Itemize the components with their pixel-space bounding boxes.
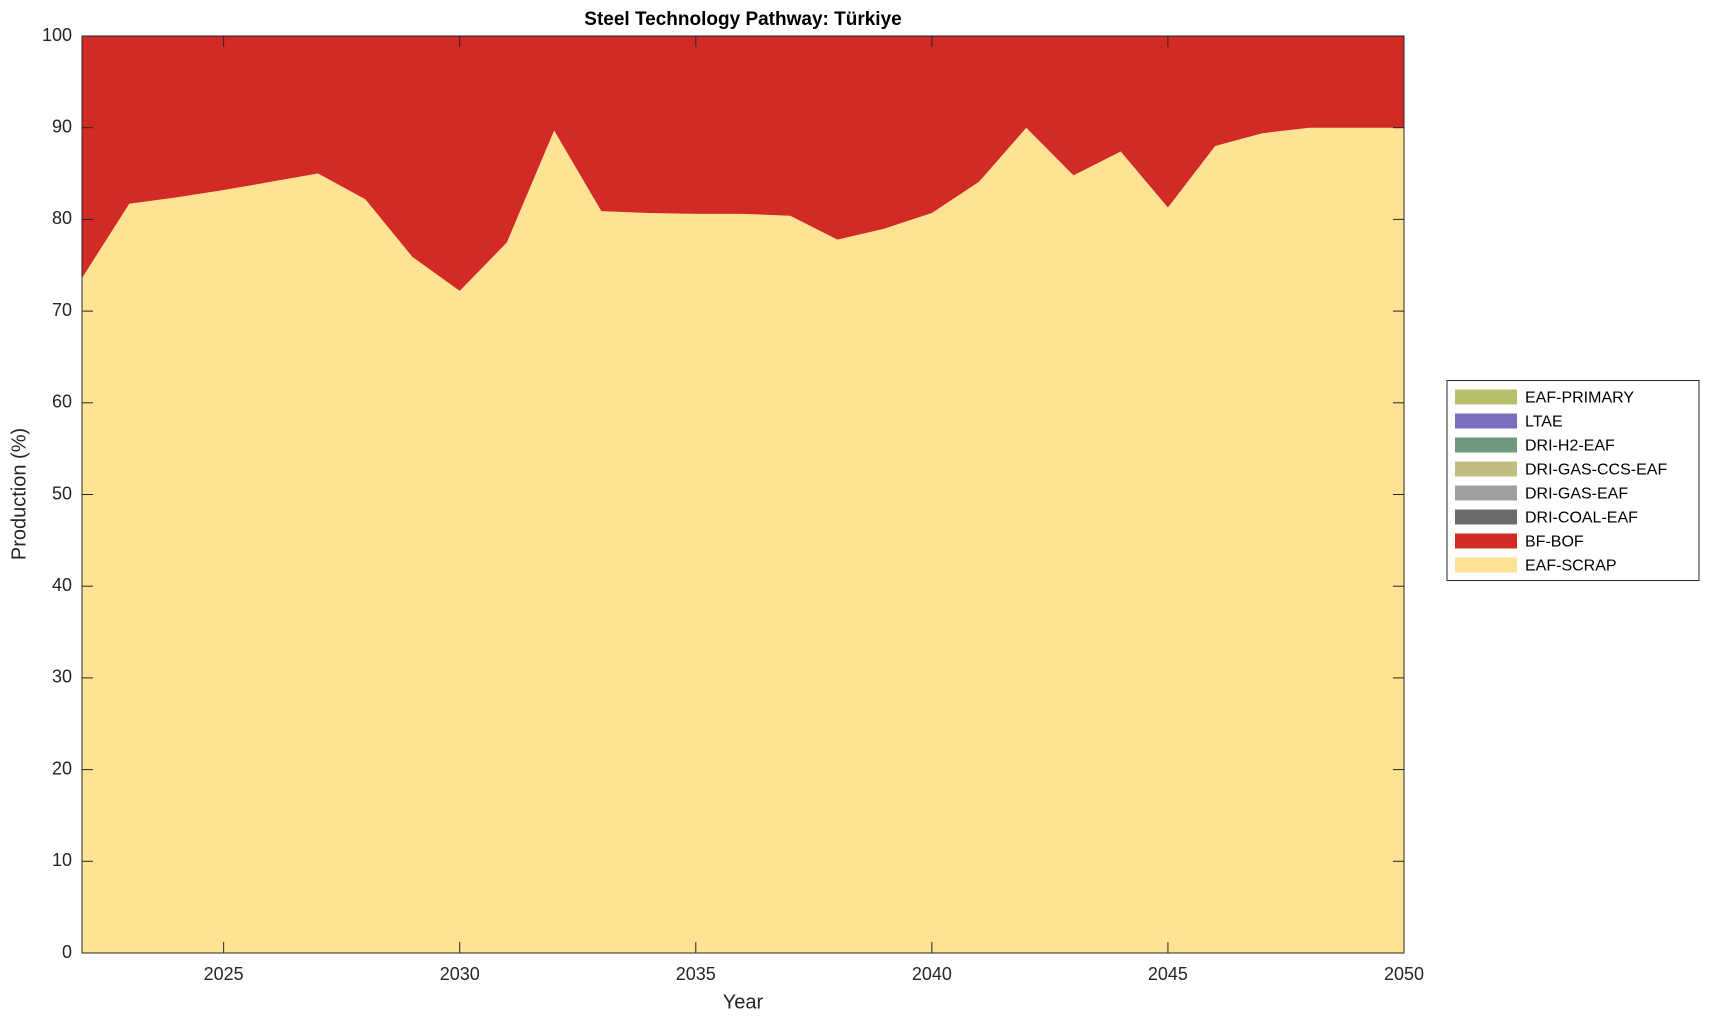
legend-label: DRI-COAL-EAF <box>1525 510 1638 527</box>
y-tick-label: 20 <box>52 758 72 778</box>
legend-label: BF-BOF <box>1525 534 1584 551</box>
x-tick-label: 2050 <box>1384 964 1424 984</box>
area <box>82 127 1404 953</box>
legend-label: DRI-GAS-CCS-EAF <box>1525 462 1667 479</box>
y-axis-label: Production (%) <box>8 428 30 560</box>
legend-swatch <box>1455 461 1517 477</box>
x-tick-label: 2045 <box>1148 964 1188 984</box>
y-tick-label: 0 <box>62 942 72 962</box>
y-tick-label: 70 <box>52 300 72 320</box>
y-tick-label: 50 <box>52 483 72 503</box>
legend-label: EAF-SCRAP <box>1525 558 1617 575</box>
legend-swatch <box>1455 509 1517 525</box>
legend-label: DRI-GAS-EAF <box>1525 486 1628 503</box>
x-tick-label: 2030 <box>440 964 480 984</box>
x-tick-label: 2025 <box>204 964 244 984</box>
x-axis-label: Year <box>723 991 764 1013</box>
x-tick-label: 2040 <box>912 964 952 984</box>
legend-label: LTAE <box>1525 414 1563 431</box>
x-tick-label: 2035 <box>676 964 716 984</box>
legend-swatch <box>1455 485 1517 501</box>
y-tick-label: 30 <box>52 667 72 687</box>
legend-swatch <box>1455 413 1517 429</box>
legend-swatch <box>1455 557 1517 573</box>
legend-label: EAF-PRIMARY <box>1525 390 1634 407</box>
legend-swatch <box>1455 437 1517 453</box>
y-tick-label: 80 <box>52 208 72 228</box>
legend-swatch <box>1455 533 1517 549</box>
y-tick-label: 10 <box>52 850 72 870</box>
chart-title: Steel Technology Pathway: Türkiye <box>584 9 901 30</box>
legend-swatch <box>1455 389 1517 405</box>
area <box>82 36 1404 291</box>
y-tick-label: 90 <box>52 116 72 136</box>
y-tick-label: 100 <box>42 25 72 45</box>
y-tick-label: 40 <box>52 575 72 595</box>
y-tick-label: 60 <box>52 392 72 412</box>
legend-label: DRI-H2-EAF <box>1525 438 1615 455</box>
